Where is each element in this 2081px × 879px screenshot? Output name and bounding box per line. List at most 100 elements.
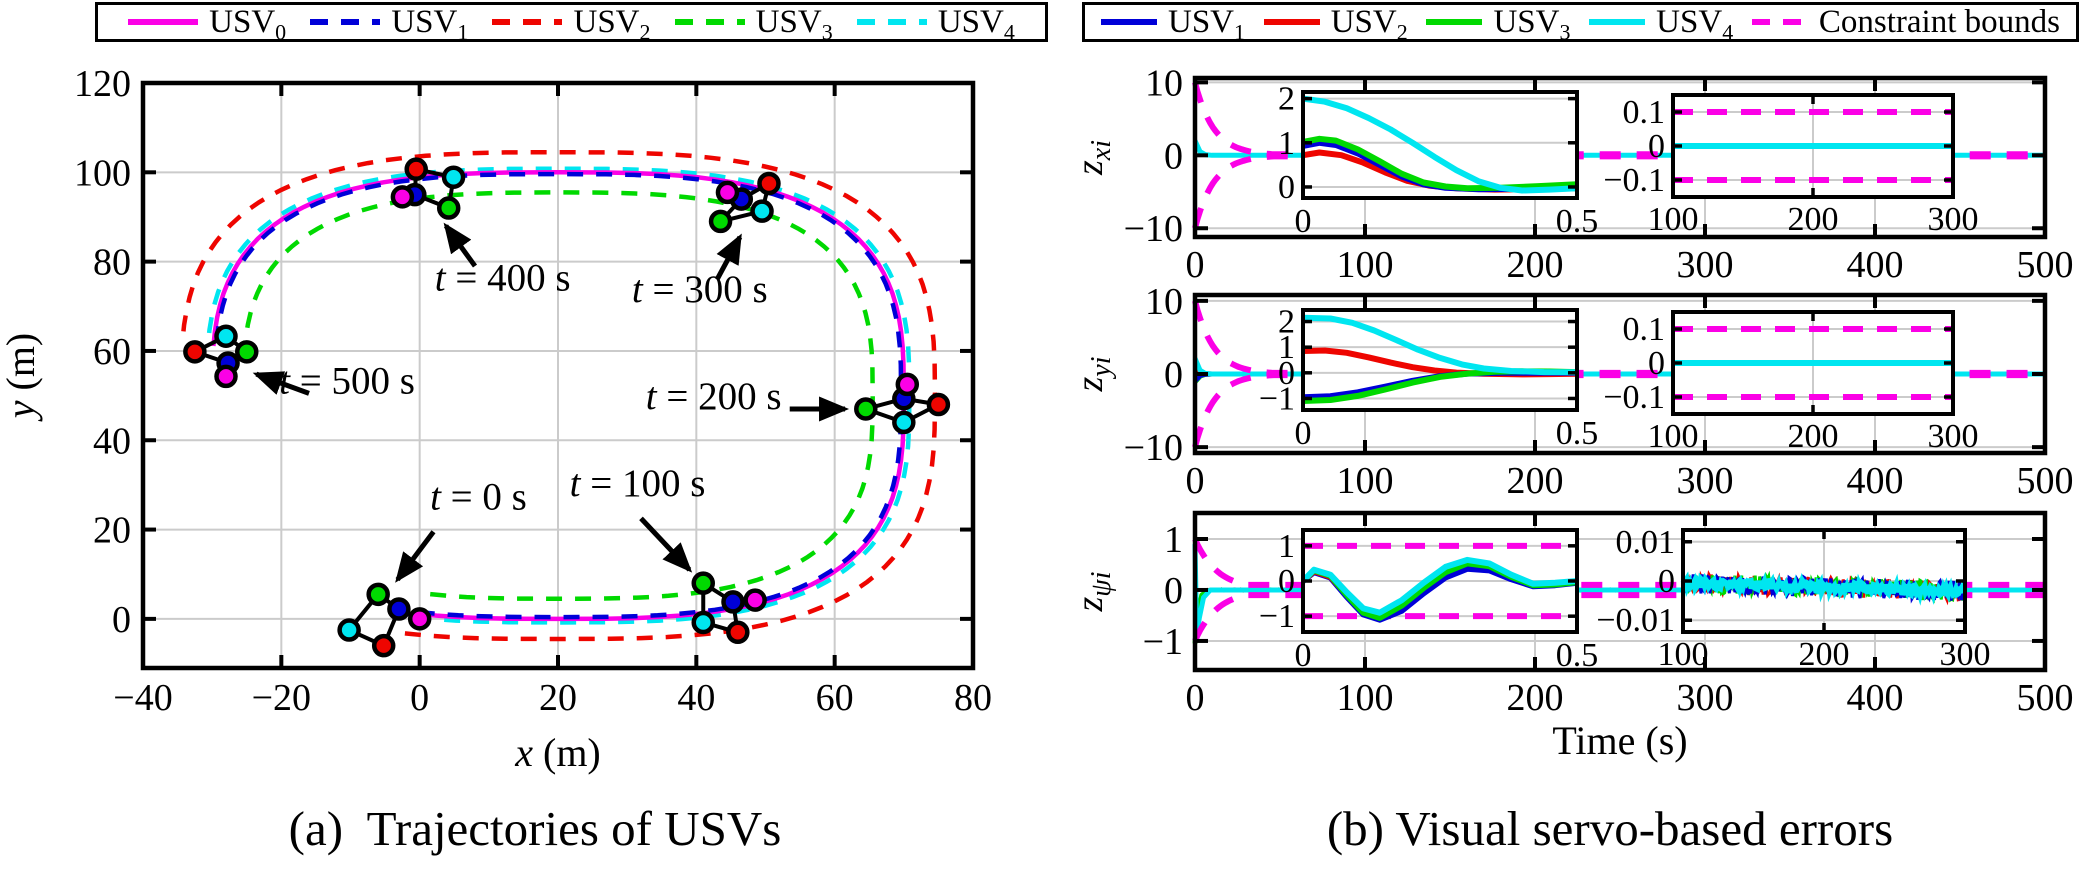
- usv-marker-usv2: [757, 171, 781, 196]
- inset-steady-0: 100 200 300 0.10−0.1: [1603, 93, 1979, 238]
- time-annotation: t = 500 s: [252, 359, 415, 402]
- legend-line-swatch: [128, 19, 199, 25]
- usv-marker-usv2: [371, 633, 396, 658]
- legend-line-swatch: [1589, 19, 1646, 25]
- usv-formation-t300: [708, 171, 781, 234]
- svg-text:0.1: 0.1: [1623, 311, 1666, 348]
- svg-text:500: 500: [2017, 244, 2074, 286]
- inset-transient-2: 0 0.510−1: [1259, 528, 1598, 674]
- svg-text:−0.1: −0.1: [1603, 162, 1665, 199]
- svg-text:−1: −1: [1143, 621, 1183, 663]
- svg-text:120: 120: [74, 63, 131, 105]
- trajectory-usv2: [180, 149, 938, 642]
- legend-line-swatch: [492, 19, 563, 25]
- legend-label: USV4: [937, 3, 1015, 45]
- annotation-label: t = 0 s: [430, 475, 527, 518]
- svg-text:−40: −40: [113, 677, 172, 719]
- caption-trajectories: (a) Trajectories of USVs: [288, 801, 782, 856]
- svg-text:0: 0: [112, 599, 131, 641]
- svg-text:100: 100: [1337, 460, 1394, 502]
- svg-text:60: 60: [816, 677, 854, 719]
- trajectories-legend-item-usv3: USV3: [674, 3, 833, 45]
- svg-text:0: 0: [1295, 415, 1312, 452]
- svg-text:0: 0: [1648, 345, 1665, 382]
- svg-text:−10: −10: [1124, 208, 1183, 250]
- svg-text:400: 400: [1847, 677, 1904, 719]
- svg-text:−0.01: −0.01: [1596, 602, 1675, 639]
- svg-text:10: 10: [1145, 281, 1183, 323]
- svg-text:0: 0: [1164, 570, 1183, 612]
- svg-text:40: 40: [677, 677, 715, 719]
- svg-text:20: 20: [539, 677, 577, 719]
- svg-text:500: 500: [2017, 460, 2074, 502]
- svg-text:−1: −1: [1259, 380, 1295, 417]
- svg-text:1: 1: [1278, 125, 1295, 162]
- svg-text:1: 1: [1278, 528, 1295, 565]
- legend-label: USV2: [1330, 3, 1408, 45]
- svg-text:0: 0: [1164, 354, 1183, 396]
- legend-label: USV2: [573, 3, 651, 45]
- usv-formation-t100: [691, 571, 767, 645]
- trajectory-usv1: [213, 171, 904, 620]
- trajectories-legend-item-usv2: USV2: [492, 3, 651, 45]
- legend-label: USV1: [391, 3, 469, 45]
- legend-label: Constraint bounds: [1818, 3, 2060, 40]
- usv-marker-usv3: [691, 571, 715, 595]
- svg-text:80: 80: [954, 677, 992, 719]
- svg-text:−1: −1: [1259, 598, 1295, 635]
- svg-text:0: 0: [1164, 135, 1183, 177]
- legend-line-swatch: [1751, 19, 1808, 25]
- x-axis-label: x (m): [514, 730, 601, 775]
- usv-marker-usv1: [387, 597, 411, 621]
- trajectories-legend-item-usv4: USV4: [856, 3, 1015, 45]
- inset-steady-2: 100 200 300 0.010−0.01: [1596, 524, 1990, 673]
- trajectory-usv0: [211, 170, 907, 622]
- legend-line-swatch: [1263, 19, 1320, 25]
- svg-text:10: 10: [1145, 62, 1183, 104]
- svg-text:0: 0: [1648, 128, 1665, 165]
- svg-text:200: 200: [1799, 636, 1850, 673]
- usv-marker-usv0: [895, 372, 920, 397]
- svg-text:0.1: 0.1: [1623, 94, 1666, 131]
- time-annotation: t = 300 s: [632, 233, 768, 311]
- svg-text:0: 0: [1278, 355, 1295, 392]
- usv-marker-usv2: [726, 620, 750, 645]
- errors-legend-item-constraint-bounds: Constraint bounds: [1751, 3, 2060, 41]
- svg-text:200: 200: [1507, 244, 1564, 286]
- annotation-label: t = 300 s: [632, 268, 768, 311]
- legend-label: USV4: [1656, 3, 1734, 45]
- time-annotation: t = 100 s: [570, 462, 706, 573]
- annotation-label: t = 100 s: [570, 462, 706, 505]
- svg-text:40: 40: [93, 420, 131, 462]
- usv-marker-usv3: [436, 196, 461, 220]
- usv-formation-t0: [337, 582, 432, 658]
- svg-text:100: 100: [1337, 244, 1394, 286]
- svg-text:0.5: 0.5: [1556, 203, 1599, 240]
- legend-line-swatch: [1101, 19, 1157, 25]
- legend-line-swatch: [1426, 19, 1483, 25]
- trajectories-plot: t = 0 s t = 100 s t = 200 s t = 300 s t = 40…: [0, 63, 992, 775]
- annotation-label: t = 400 s: [435, 257, 571, 300]
- trajectories-legend-item-usv1: USV1: [310, 3, 469, 45]
- usv-marker-usv0: [407, 607, 432, 631]
- svg-text:100: 100: [1337, 677, 1394, 719]
- usv-marker-usv3: [854, 397, 878, 421]
- svg-text:0: 0: [1186, 677, 1205, 719]
- svg-text:400: 400: [1847, 244, 1904, 286]
- errors-legend-item-usv2: USV2: [1263, 3, 1408, 45]
- svg-text:300: 300: [1677, 244, 1734, 286]
- time-axis-label: Time (s): [1552, 718, 1687, 763]
- usv-marker-usv4: [214, 324, 238, 348]
- svg-text:−10: −10: [1124, 427, 1183, 469]
- svg-text:300: 300: [1928, 418, 1979, 455]
- time-annotation: t = 0 s: [395, 475, 527, 583]
- y-axis-label-1: zyi: [1069, 356, 1117, 392]
- svg-text:0: 0: [1658, 563, 1675, 600]
- svg-text:100: 100: [1658, 636, 1709, 673]
- trajectory-usv3: [242, 190, 875, 602]
- legend-label: USV3: [755, 3, 833, 45]
- usv-marker-usv4: [691, 610, 715, 635]
